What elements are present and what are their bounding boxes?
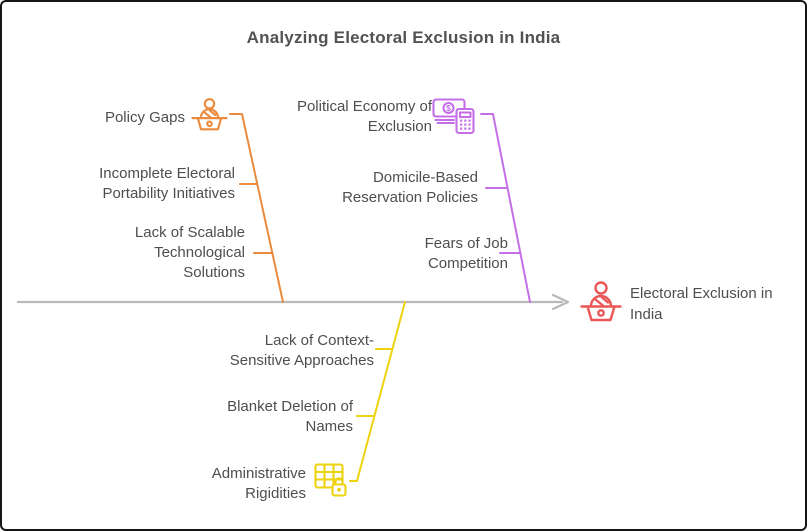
cause-label-domicile-reservation: Domicile-Based Reservation Policies [342,169,478,206]
person-desk-icon [580,281,622,322]
calculator-buttons [460,119,471,130]
branch-line-policy-gaps [229,113,284,303]
branch-label-political-economy: Political Economy of Exclusion [296,98,432,135]
branch-line-political-economy [480,113,531,303]
cause-label-scalable-solutions: Lack of Scalable Technological Solutions [134,224,245,281]
cause-label-context-sensitive: Lack of Context- Sensitive Approaches [229,332,374,369]
speaker-podium-icon [191,98,228,131]
cause-label-incomplete-portability: Incomplete Electoral Portability Initiat… [99,165,235,202]
dollar-sign-glyph: $ [446,103,451,113]
branch-label-administrative-rigidities: Administrative Rigidities [211,465,306,502]
cause-label-job-competition: Fears of Job Competition [424,235,508,272]
page-title: Analyzing Electoral Exclusion in India [246,28,561,47]
branch-line-administrative [349,301,406,482]
money-calculator-icon: $ [432,98,475,135]
effect-label: Electoral Exclusion in India [630,285,773,323]
branch-label-policy-gaps: Policy Gaps [104,109,185,126]
spine-arrow [16,293,570,311]
table-lock-icon [314,463,347,497]
cause-label-blanket-deletion: Blanket Deletion of Names [227,398,353,435]
